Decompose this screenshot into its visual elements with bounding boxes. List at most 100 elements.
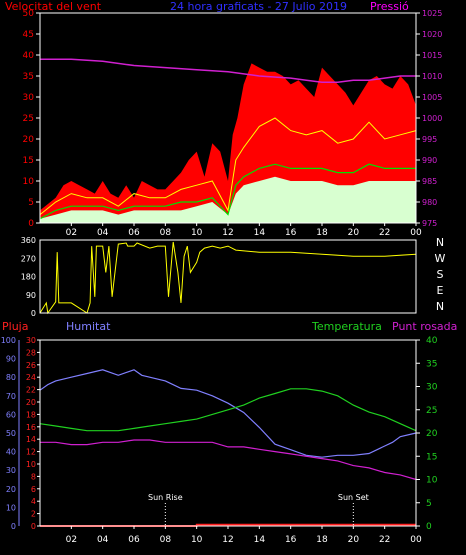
chart-title: 24 hora graficats - 27 Julio 2019 <box>170 0 347 13</box>
climate-axes-group: 0102030405060708090100024681012141618202… <box>1 336 438 545</box>
wind-ytick-label: 35 <box>23 72 34 82</box>
dew-point-line <box>40 439 417 481</box>
rain-ytick-label: 2 <box>31 510 36 519</box>
pressure-ytick-label: 1010 <box>422 72 442 81</box>
climate-xtick-label: 10 <box>191 535 203 545</box>
wind-ytick-label: 40 <box>23 51 35 61</box>
humidity-ytick-label: 50 <box>6 429 16 438</box>
pressure-ytick-label: 995 <box>422 135 437 144</box>
climate-xtick-label: 04 <box>97 535 109 545</box>
wind-ytick-label: 45 <box>23 30 34 40</box>
pressure-ytick-label: 980 <box>422 198 437 207</box>
wind-ytick-label: 10 <box>23 177 35 187</box>
climate-xtick-label: 18 <box>316 535 328 545</box>
wind-pressure-panel: Velocitat del vent 24 hora graficats - 2… <box>5 0 442 238</box>
humidity-ytick-label: 80 <box>6 373 16 382</box>
rain-ytick-label: 26 <box>26 361 36 370</box>
pressure-ytick-label: 1015 <box>422 51 442 60</box>
wind-series-group <box>39 58 417 224</box>
wind-xtick-label: 22 <box>379 228 390 238</box>
wind-xtick-label: 18 <box>316 228 328 238</box>
wind-speed-axis-title: Velocitat del vent <box>5 0 102 13</box>
wind-ytick-label: 30 <box>23 93 35 103</box>
rain-ytick-label: 18 <box>26 410 36 419</box>
humidity-ytick-label: 30 <box>6 466 16 475</box>
climate-xtick-label: 16 <box>285 535 297 545</box>
wind-xtick-label: 20 <box>348 228 360 238</box>
rain-ytick-label: 6 <box>31 485 36 494</box>
direction-ytick-label: 90 <box>26 291 36 300</box>
climate-panel: Pluja Humitat Temperatura Punt rosada Su… <box>1 320 458 545</box>
humidity-ytick-label: 0 <box>11 522 16 531</box>
sunset-label: Sun Set <box>338 493 369 502</box>
climate-plot-frame <box>39 339 417 527</box>
temperature-line <box>39 388 417 432</box>
pressure-ytick-label: 975 <box>422 219 437 228</box>
wind-ytick-label: 0 <box>28 219 34 229</box>
pressure-ytick-label: 1000 <box>422 114 442 123</box>
rain-ytick-label: 14 <box>26 435 36 444</box>
humidity-ytick-label: 100 <box>1 336 16 345</box>
compass-label: N <box>436 236 444 249</box>
direction-ytick-label: 180 <box>21 273 36 282</box>
wind-ytick-label: 5 <box>28 198 34 208</box>
wind-ytick-label: 50 <box>23 9 35 19</box>
wind-xtick-label: 16 <box>285 228 297 238</box>
rain-ytick-label: 30 <box>26 336 36 345</box>
humidity-ytick-label: 90 <box>6 355 16 364</box>
humidity-axis-title: Humitat <box>66 320 111 333</box>
pressure-line <box>40 58 416 84</box>
rain-ytick-label: 10 <box>26 460 36 469</box>
compass-label: N <box>436 300 444 313</box>
temperature-ytick-label: 35 <box>426 359 437 369</box>
humidity-ytick-label: 10 <box>6 503 16 512</box>
direction-ytick-label: 0 <box>31 309 36 318</box>
climate-xtick-label: 02 <box>66 535 77 545</box>
compass-label: W <box>435 252 446 265</box>
rain-ytick-label: 8 <box>31 472 36 481</box>
climate-xtick-label: 12 <box>222 535 233 545</box>
rain-ytick-label: 16 <box>26 423 36 432</box>
climate-xtick-label: 08 <box>160 535 172 545</box>
compass-label: S <box>437 268 444 281</box>
wind-ytick-label: 20 <box>23 135 35 145</box>
wind-speed-line <box>39 117 417 215</box>
rain-ytick-label: 20 <box>26 398 36 407</box>
temperature-ytick-label: 10 <box>426 476 438 486</box>
temperature-axis-title: Temperatura <box>311 320 382 333</box>
temperature-ytick-label: 15 <box>426 452 437 462</box>
compass-label: E <box>437 284 444 297</box>
temperature-ytick-label: 20 <box>426 429 438 439</box>
wind-ytick-label: 25 <box>23 114 34 124</box>
wind-direction-line <box>39 241 417 315</box>
rain-ytick-label: 28 <box>26 348 36 357</box>
direction-ytick-label: 270 <box>21 254 36 263</box>
rain-axis-title: Pluja <box>2 320 28 333</box>
humidity-ytick-label: 70 <box>6 392 16 401</box>
pressure-ytick-label: 1005 <box>422 93 442 102</box>
temperature-ytick-label: 30 <box>426 383 438 393</box>
rain-ytick-label: 24 <box>26 373 36 382</box>
wind-plot-frame <box>39 12 417 224</box>
wind-xtick-label: 06 <box>128 228 140 238</box>
humidity-line <box>39 369 417 458</box>
climate-xtick-label: 22 <box>379 535 390 545</box>
wind-axes-group: 0510152025303540455097598098599099510001… <box>23 9 443 238</box>
rain-ytick-label: 4 <box>31 497 36 506</box>
humidity-ytick-label: 20 <box>6 485 16 494</box>
temperature-ytick-label: 0 <box>426 522 432 532</box>
rain-ytick-label: 0 <box>31 522 36 531</box>
climate-xtick-label: 06 <box>128 535 140 545</box>
humidity-ytick-label: 60 <box>6 410 16 419</box>
climate-xtick-label: 00 <box>410 535 422 545</box>
wind-xtick-label: 14 <box>254 228 266 238</box>
climate-series-group: Sun Rise Sun Set <box>39 369 417 527</box>
humidity-ytick-label: 40 <box>6 448 16 457</box>
climate-xtick-label: 20 <box>348 535 360 545</box>
pressure-ytick-label: 985 <box>422 177 437 186</box>
wind-xtick-label: 10 <box>191 228 203 238</box>
direction-plot-frame <box>39 239 417 314</box>
